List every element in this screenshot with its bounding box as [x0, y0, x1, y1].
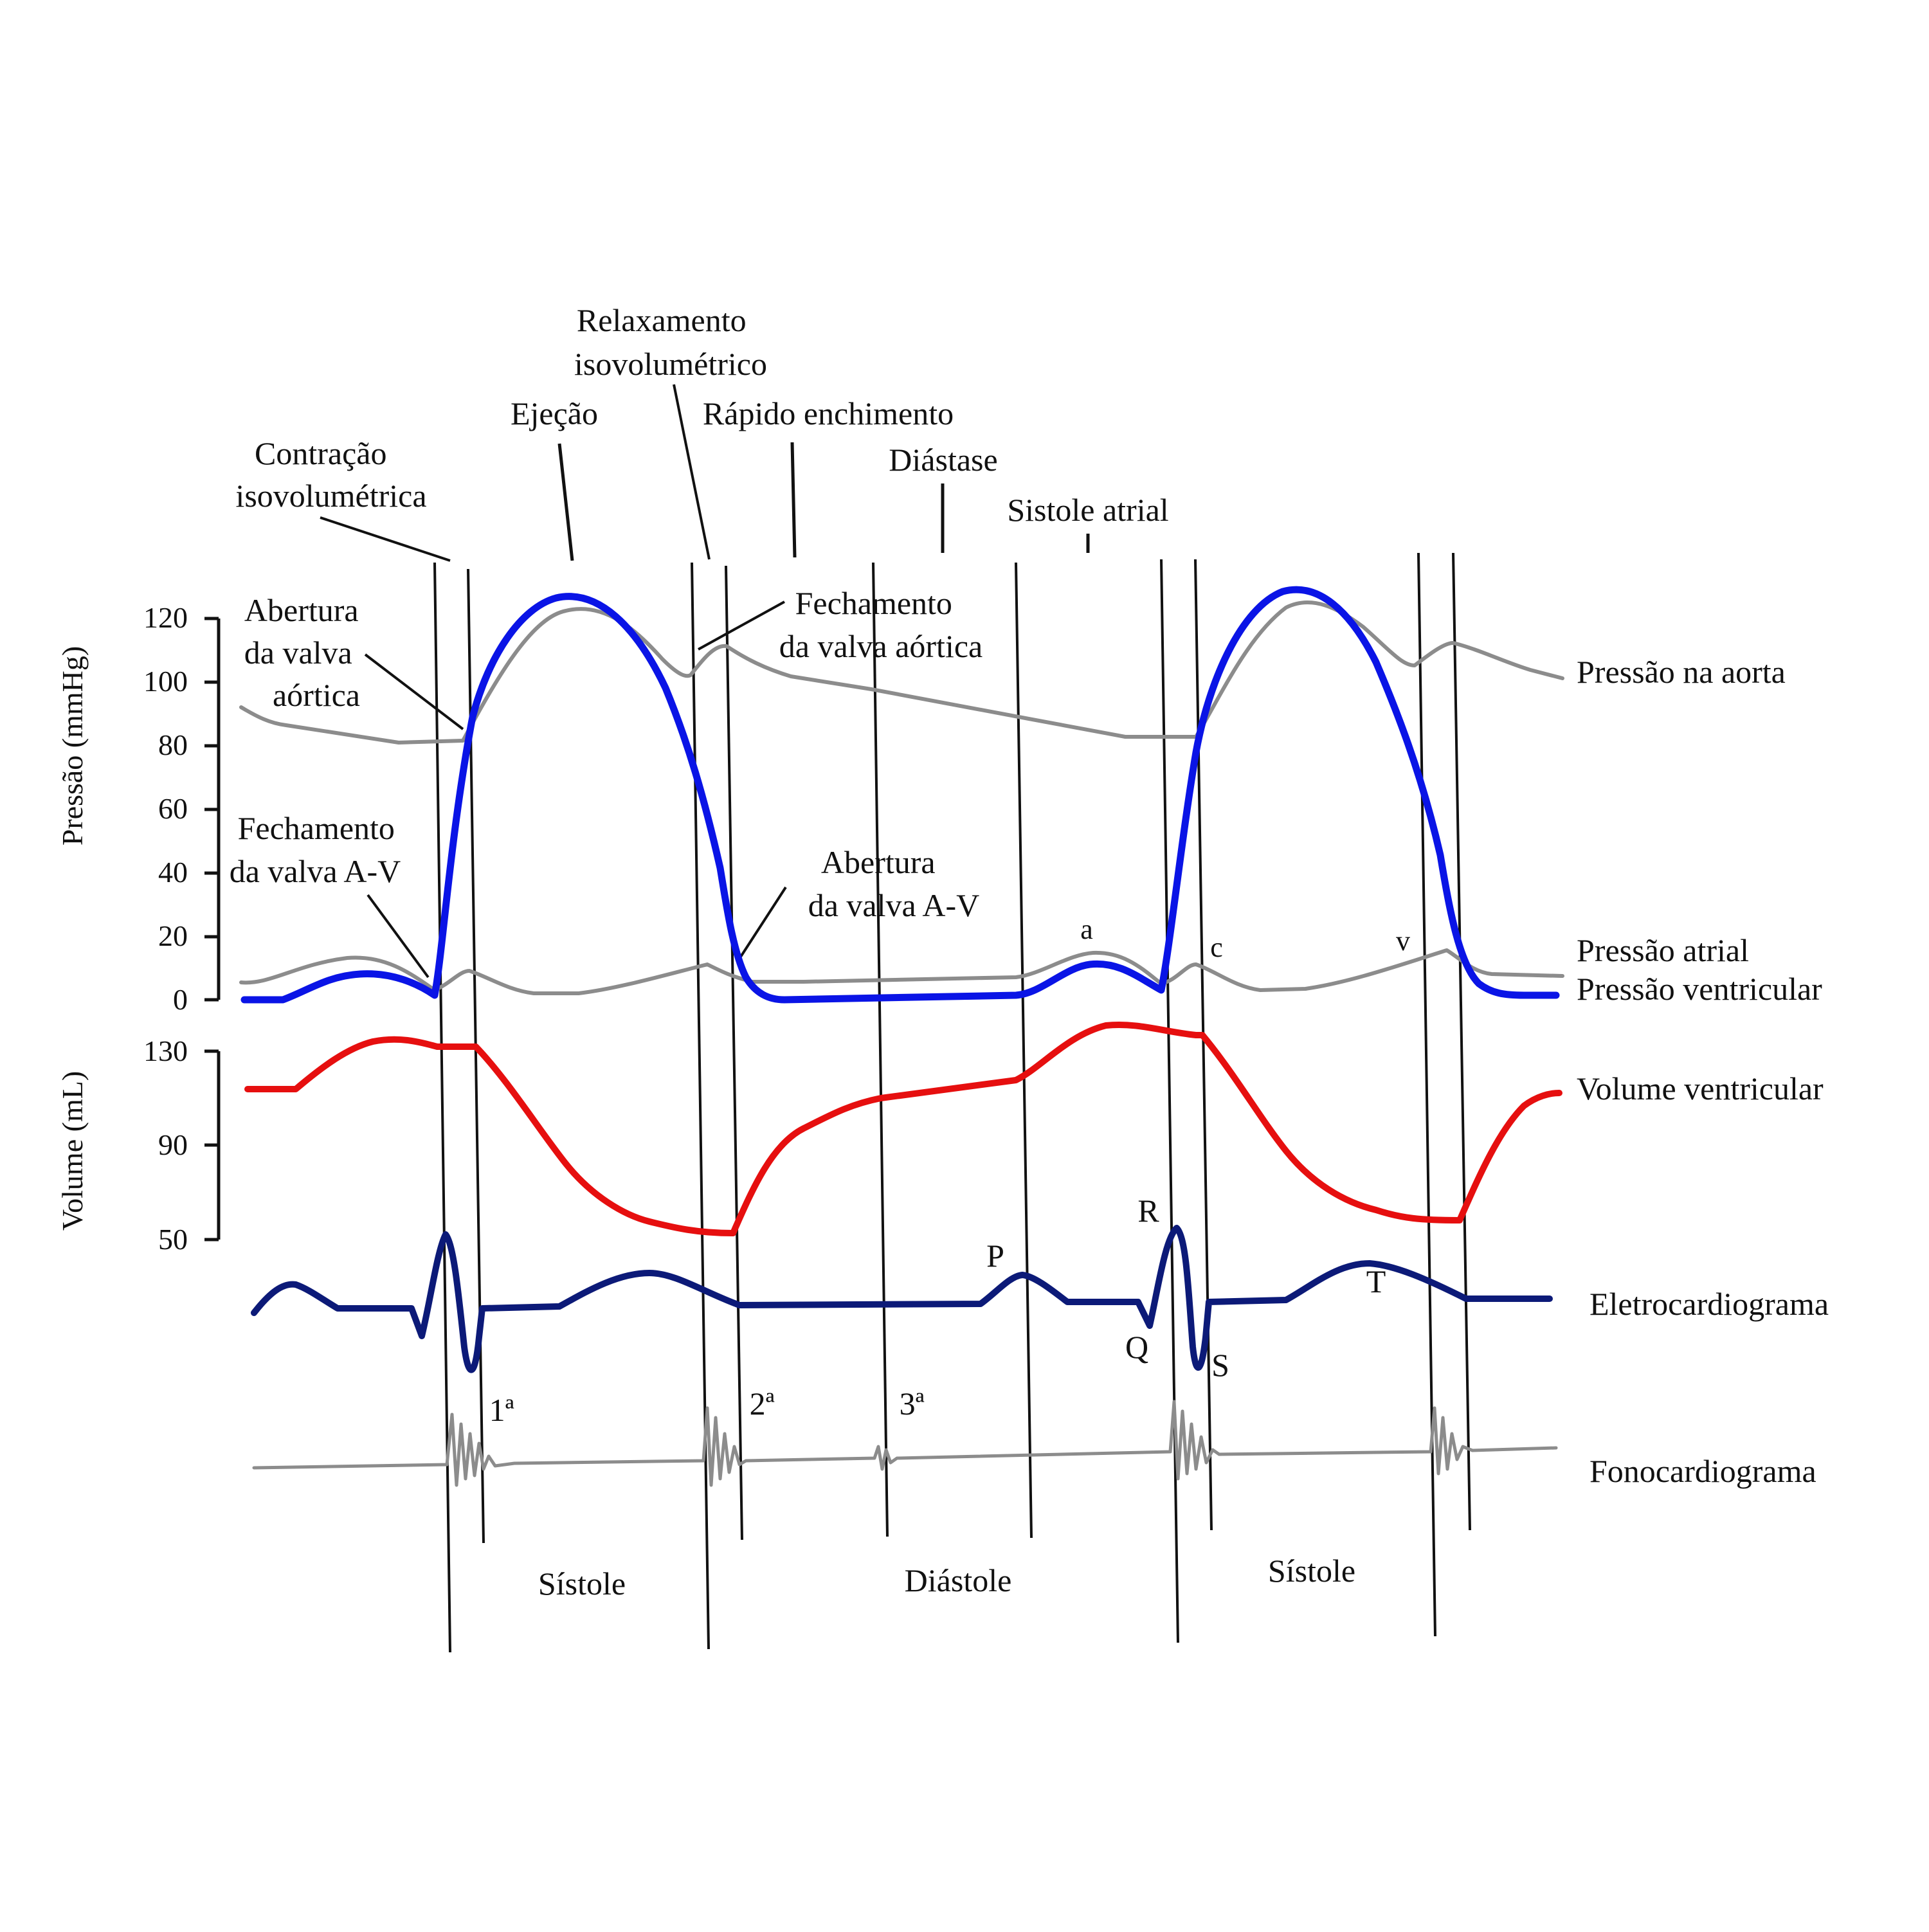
wave-labels: a c v P R Q S T	[986, 914, 1410, 1383]
aortic-pressure-trace	[239, 600, 1564, 745]
traces	[239, 586, 1564, 1487]
event-av-valve-closing: Fechamento da valva A-V	[230, 810, 403, 889]
event-av-valve-opening: Abertura da valva A-V	[808, 844, 980, 923]
volume-axis: 130 90 50 Volume (mL)	[56, 1034, 221, 1256]
tick-label: 50	[158, 1223, 188, 1256]
pressure-axis-title: Pressão (mmHg)	[56, 646, 89, 845]
label-ventricular-volume: Volume ventricular	[1577, 1070, 1824, 1106]
ventricular-pressure-trace	[240, 586, 1560, 1004]
heart-sound-third: 3ª	[900, 1386, 925, 1422]
tick-label: 0	[173, 983, 188, 1016]
tick-label: 20	[158, 919, 188, 952]
pointer-line	[320, 516, 451, 562]
phase-line	[872, 562, 889, 1537]
phase-label-relaxation: Relaxamento isovolumétrico	[574, 302, 767, 382]
ecg-trace	[251, 1225, 1553, 1373]
phase-line	[1417, 552, 1436, 1637]
phase-line	[691, 562, 710, 1650]
wave-label-R: R	[1137, 1193, 1159, 1229]
event-annotations: Abertura da valva aórtica Fechamento da …	[230, 585, 983, 979]
label-aortic-pressure: Pressão na aorta	[1577, 654, 1786, 690]
label-phonocardiogram: Fonocardiograma	[1589, 1453, 1816, 1489]
atrial-pressure-trace	[239, 948, 1564, 995]
label-atrial-pressure: Pressão atrial	[1577, 932, 1749, 968]
cycle-label-systole-1: Sístole	[538, 1566, 626, 1602]
wave-label-a: a	[1080, 914, 1093, 945]
tick-label: 40	[158, 856, 188, 889]
phase-line	[433, 562, 451, 1653]
phase-line	[1015, 562, 1033, 1539]
pressure-axis: 120 100 80 60 40 20 0 Pressão (mmHg)	[56, 601, 221, 1016]
pointer-line	[698, 600, 785, 651]
wave-label-T: T	[1366, 1263, 1386, 1299]
phase-label-ejection: Ejeção	[511, 395, 598, 431]
phonocardiogram-trace	[252, 1400, 1558, 1487]
heart-sound-labels: 1ª 2ª 3ª	[489, 1386, 925, 1428]
event-aortic-valve-closing: Fechamento da valva aórtica	[779, 585, 983, 664]
ventricular-volume-trace	[244, 1022, 1562, 1236]
cycle-labels: Sístole Diástole Sístole	[538, 1553, 1355, 1602]
tick-label: 130	[143, 1034, 188, 1067]
wave-label-v: v	[1396, 925, 1410, 957]
phase-divider-lines	[433, 552, 1471, 1653]
volume-axis-title: Volume (mL)	[56, 1071, 89, 1231]
cycle-label-systole-2: Sístole	[1268, 1553, 1355, 1589]
phase-line	[1452, 552, 1471, 1531]
phase-labels: Contração isovolumétrica Ejeção Relaxame…	[235, 302, 1169, 562]
phase-label-diastasis: Diástase	[889, 442, 997, 478]
heart-sound-first: 1ª	[489, 1392, 514, 1428]
event-aortic-valve-opening: Abertura da valva aórtica	[244, 592, 367, 713]
tick-label: 80	[158, 728, 188, 761]
wave-label-P: P	[986, 1238, 1004, 1274]
wave-label-S: S	[1211, 1347, 1229, 1383]
pointer-line	[367, 894, 430, 979]
label-ecg: Eletrocardiograma	[1589, 1286, 1829, 1322]
label-ventricular-pressure: Pressão ventricular	[1577, 971, 1822, 1007]
phase-label-contraction: Contração isovolumétrica	[235, 435, 426, 514]
cycle-label-diastole: Diástole	[905, 1562, 1012, 1598]
pointer-line	[673, 384, 711, 560]
tick-label: 60	[158, 792, 188, 825]
tick-label: 90	[158, 1128, 188, 1161]
heart-sound-second: 2ª	[750, 1386, 775, 1422]
wave-label-c: c	[1210, 932, 1223, 963]
series-labels: Pressão na aorta Pressão atrial Pressão …	[1577, 654, 1829, 1489]
tick-label: 120	[143, 601, 188, 634]
pointer-line	[557, 443, 574, 561]
phase-label-rapid-filling: Rápido enchimento	[703, 395, 954, 431]
phase-label-atrial-systole: Sistole atrial	[1007, 492, 1168, 528]
tick-label: 100	[143, 665, 188, 698]
wave-label-Q: Q	[1125, 1329, 1148, 1365]
phase-line	[1160, 559, 1179, 1643]
pointer-line	[364, 653, 464, 730]
pointer-line	[739, 886, 787, 958]
pointer-line	[790, 442, 797, 558]
phase-line	[725, 565, 743, 1540]
phase-line	[1194, 559, 1213, 1531]
